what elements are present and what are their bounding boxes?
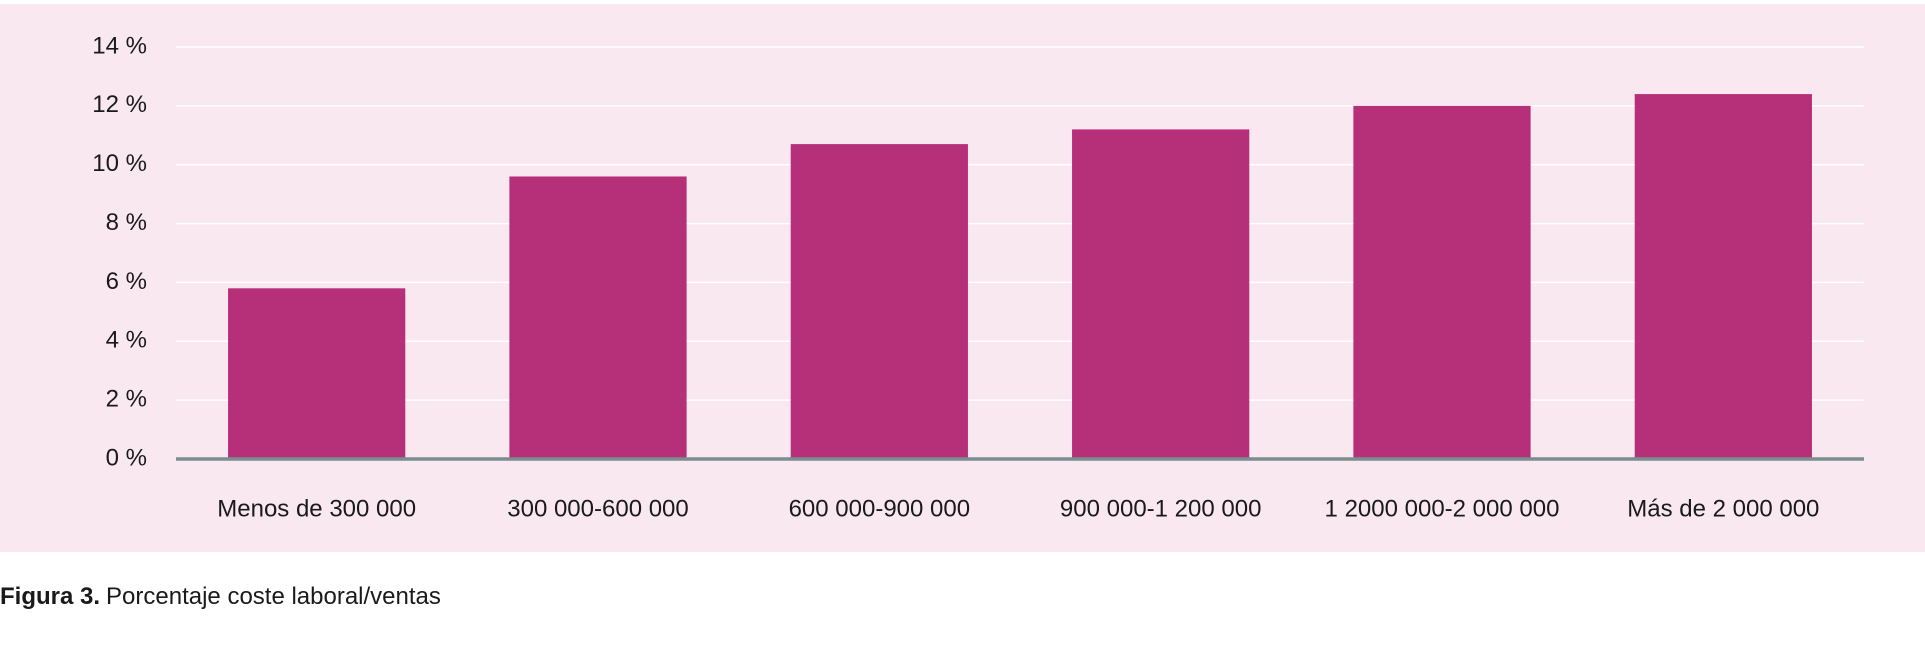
x-tick-label: 300 000-600 000: [507, 495, 689, 522]
y-tick-label: 2 %: [106, 385, 147, 412]
x-tick-label: 600 000-900 000: [789, 495, 971, 522]
y-tick-label: 8 %: [106, 209, 147, 236]
y-tick-label: 6 %: [106, 268, 147, 295]
bar: [790, 144, 968, 459]
x-tick-label: 900 000-1 200 000: [1060, 495, 1262, 522]
y-tick-label: 12 %: [92, 91, 147, 118]
x-tick-label: Menos de 300 000: [217, 495, 416, 522]
bar: [1072, 129, 1250, 459]
y-tick-label: 4 %: [106, 327, 147, 354]
bar: [228, 288, 406, 459]
bar: [1634, 94, 1812, 459]
caption: Figura 3. Porcentaje coste laboral/ventas: [0, 583, 441, 610]
y-tick-label: 0 %: [106, 444, 147, 471]
caption-label: Figura 3.: [0, 583, 100, 610]
x-tick-label: Más de 2 000 000: [1627, 495, 1819, 522]
bar: [1353, 105, 1531, 459]
x-tick-label: 1 2000 000-2 000 000: [1325, 495, 1560, 522]
bar: [509, 176, 687, 459]
caption-text: Porcentaje coste laboral/ventas: [106, 583, 441, 610]
y-tick-label: 14 %: [92, 32, 147, 59]
y-tick-label: 10 %: [92, 150, 147, 177]
